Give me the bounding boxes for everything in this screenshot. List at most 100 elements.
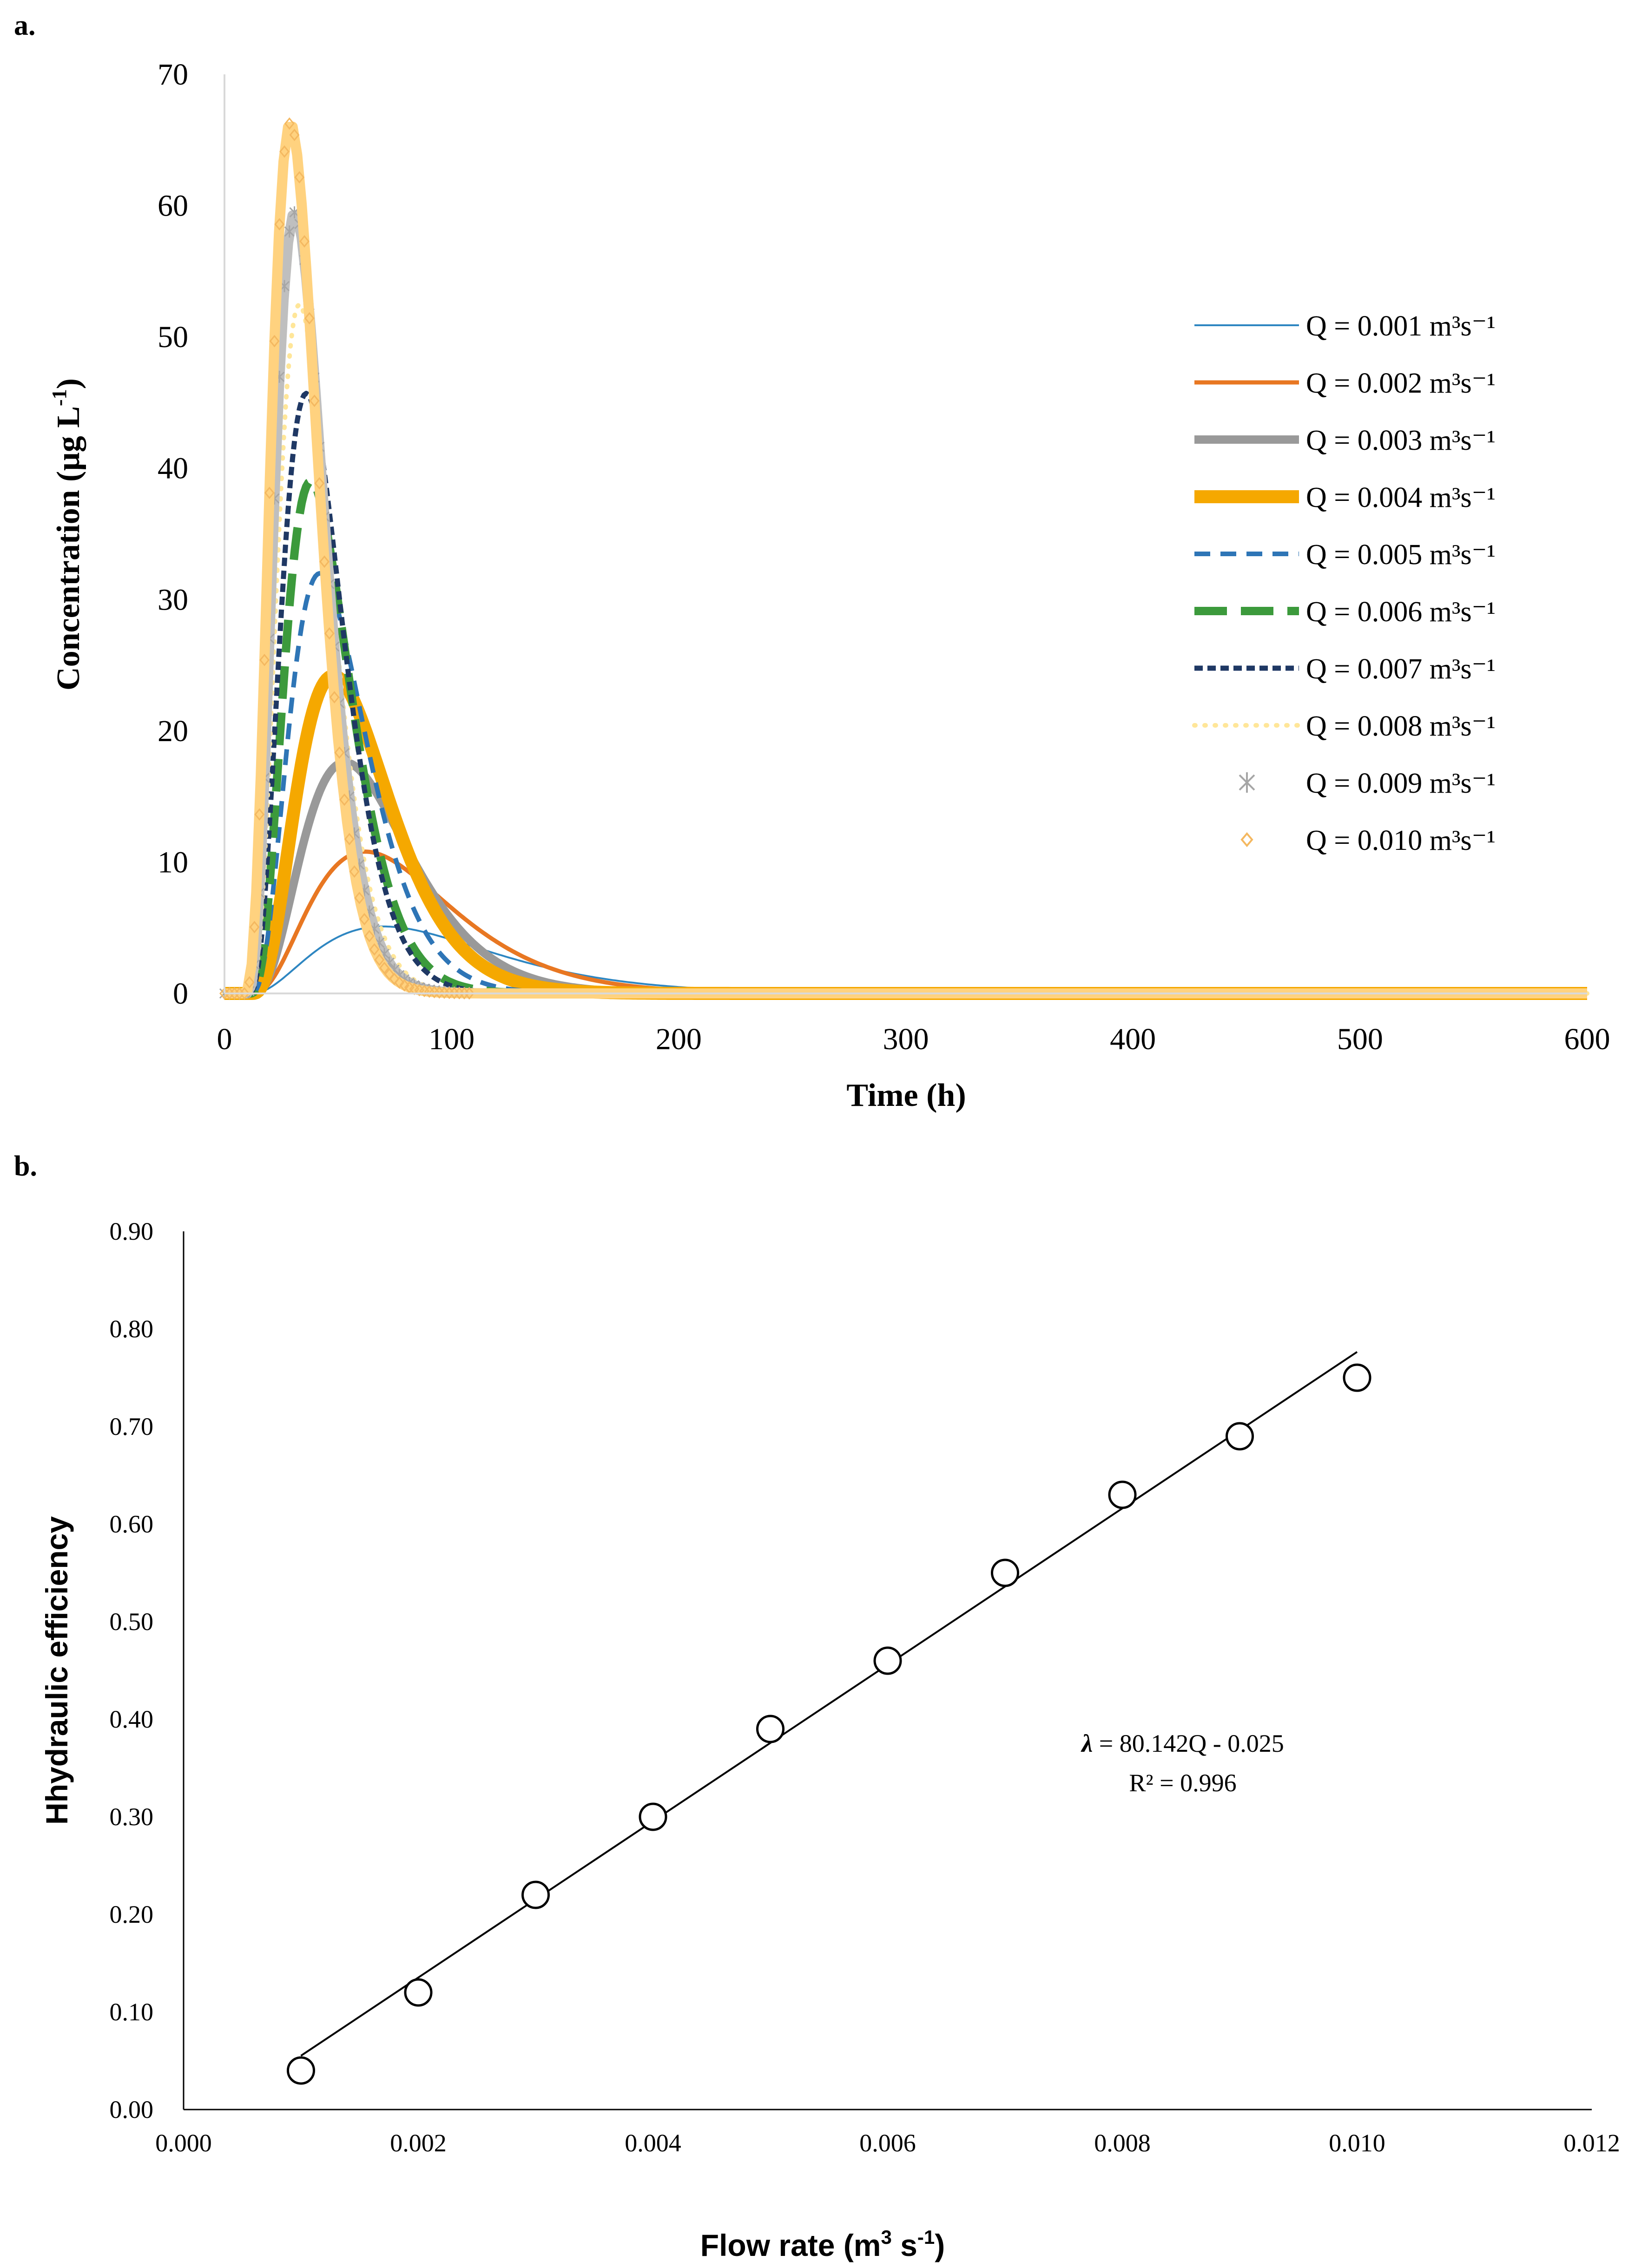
panel-a-diamond-marker: [334, 746, 345, 759]
panel-a-y-axis-title-sup: -1: [48, 389, 71, 406]
legend-label-4: Q = 0.004 m³s⁻¹: [1306, 482, 1496, 513]
panel-a-y-tick-label: 50: [158, 320, 188, 354]
legend-label-5: Q = 0.005 m³s⁻¹: [1306, 539, 1496, 571]
panel-a-diamond-marker: [329, 691, 340, 703]
panel-b-x-axis-title-mid: s: [892, 2228, 917, 2262]
legend-swatch-9: [1239, 772, 1255, 793]
panel-a-diamond-marker: [379, 961, 389, 974]
panel-a-y-axis-title: Concentration (µg L-1): [48, 378, 86, 690]
panel-b-x-tick-label: 0.006: [859, 2129, 916, 2157]
panel-b-y-tick-label: 0.00: [110, 2096, 154, 2123]
panel-a-label: a.: [14, 10, 36, 41]
panel-a-diamond-marker: [294, 171, 305, 184]
panel-a-diamond-marker: [289, 129, 300, 141]
panel-b-x-axis-title-main: Flow rate (m: [700, 2228, 881, 2262]
panel-b-x-axis-title: Flow rate (m3 s-1): [700, 2226, 945, 2262]
panel-b-equation: λ = 80.142Q - 0.025: [1081, 1729, 1284, 1757]
panel-a-y-tick-label: 20: [158, 714, 188, 748]
panel-b-x-tick-label: 0.008: [1094, 2129, 1151, 2157]
panel-b-point: [639, 1802, 667, 1831]
panel-a-diamond-marker: [299, 235, 310, 248]
panel-b-r2: R² = 0.996: [1129, 1769, 1236, 1797]
panel-a-diamond-marker: [254, 808, 265, 821]
panel-b-y-tick-label: 0.80: [110, 1315, 154, 1343]
panel-a-diamond-marker: [324, 627, 335, 640]
panel-a-x-tick-label: 100: [429, 1022, 475, 1056]
panel-b-x-axis-title-sup2: -1: [917, 2226, 935, 2248]
panel-b-y-tick-label: 0.50: [110, 1608, 154, 1636]
panel-b-point: [1343, 1363, 1371, 1392]
panel-a-diamond-marker: [354, 892, 365, 904]
panel-b-y-tick-label: 0.90: [110, 1217, 154, 1245]
panel-b-x-tick-label: 0.000: [155, 2129, 212, 2157]
panel-b-point: [991, 1558, 1019, 1587]
panel-a-y-axis-title-main: Concentration (µg L: [51, 406, 86, 690]
panel-a-diamond-marker: [309, 394, 320, 407]
panel-b-point: [404, 1978, 433, 2007]
panel-a-diamond-marker: [314, 477, 325, 490]
panel-a-diamond-marker: [384, 968, 395, 980]
legend-label-9: Q = 0.009 m³s⁻¹: [1306, 768, 1496, 799]
panel-a-y-tick-label: 70: [158, 58, 188, 92]
panel-b-point: [521, 1880, 550, 1909]
panel-b-y-tick-label: 0.10: [110, 1998, 154, 2026]
legend-label-6: Q = 0.006 m³s⁻¹: [1306, 596, 1496, 628]
panel-a-diamond-marker: [284, 117, 295, 130]
panel-b-x-tick-label: 0.004: [625, 2129, 681, 2157]
panel-b-x-tick-label: 0.012: [1563, 2129, 1620, 2157]
panel-a-x-tick-label: 500: [1337, 1022, 1383, 1056]
panel-a-diamond-marker: [369, 943, 380, 956]
panel-a-diamond-marker: [279, 145, 290, 158]
panel-b-x-axis-title-end: ): [935, 2228, 945, 2262]
legend-label-10: Q = 0.010 m³s⁻¹: [1306, 825, 1496, 856]
panel-b-point: [873, 1646, 902, 1675]
panel-b-y-tick-label: 0.70: [110, 1413, 154, 1440]
legend-label-3: Q = 0.003 m³s⁻¹: [1306, 425, 1496, 456]
panel-a-diamond-marker: [264, 486, 275, 500]
panel-a-diamond-marker: [239, 987, 250, 1000]
panel-b-x-ticks: 0.000 0.002 0.004 0.006 0.008 0.010 0.012: [155, 2129, 1620, 2157]
panel-b-equation-text: = 80.142Q - 0.025: [1093, 1729, 1284, 1757]
panel-a-diamond-marker: [249, 920, 260, 933]
panel-b-y-tick-label: 0.20: [110, 1900, 154, 1928]
panel-a-diamond-marker: [394, 976, 405, 989]
panel-a-x-tick-label: 300: [883, 1022, 929, 1056]
legend-label-2: Q = 0.002 m³s⁻¹: [1306, 368, 1496, 399]
panel-a-diamond-marker: [304, 312, 315, 325]
panel-a-y-tick-label: 40: [158, 452, 188, 486]
panel-a-x-tick-label: 200: [656, 1022, 702, 1056]
panel-a-diamond-marker: [399, 979, 409, 992]
panel-a-diamond-marker: [274, 218, 285, 231]
panel-b-trendline: [300, 1351, 1358, 2057]
panel-b-x-tick-label: 0.010: [1329, 2129, 1385, 2157]
panel-a-diamond-marker: [464, 987, 475, 1000]
legend-swatch-10: [1240, 832, 1253, 848]
panel-a-diamond-marker: [374, 953, 385, 966]
panel-a-diamond-marker: [319, 555, 330, 568]
panel-b-x-axis-title-sup1: 3: [881, 2226, 891, 2248]
panel-a-y-tick-label: 60: [158, 189, 188, 223]
panel-a-diamond-marker: [339, 793, 349, 806]
panel-b-equation-symbol: λ: [1081, 1729, 1093, 1757]
panel-a-diamond-marker: [259, 654, 270, 666]
panel-b-y-tick-label: 0.60: [110, 1510, 154, 1538]
panel-a-diamond-marker: [244, 976, 255, 989]
panel-b-label: b.: [14, 1150, 37, 1182]
panel-a-diamond-marker: [389, 973, 400, 986]
panel-a-diamond-marker: [349, 865, 360, 878]
panel-a-star-marker: [284, 225, 295, 238]
panel-a-y-axis-title-end: ): [51, 378, 86, 389]
panel-b-point: [1226, 1422, 1254, 1451]
panel-a-diamond-marker: [364, 930, 375, 942]
panel-b-point: [287, 2056, 315, 2085]
panel-b-point: [756, 1715, 785, 1743]
panel-b-points: [287, 1363, 1371, 2085]
legend-label-8: Q = 0.008 m³s⁻¹: [1306, 710, 1496, 742]
panel-a-diamond-marker: [359, 913, 369, 926]
panel-a-x-axis-title: Time (h): [846, 1078, 966, 1113]
panel-a-y-tick-label: 30: [158, 583, 188, 617]
panel-a-diamond-marker: [269, 335, 280, 348]
panel-a-y-tick-label: 10: [158, 845, 188, 879]
panel-a-x-tick-label: 400: [1110, 1022, 1156, 1056]
